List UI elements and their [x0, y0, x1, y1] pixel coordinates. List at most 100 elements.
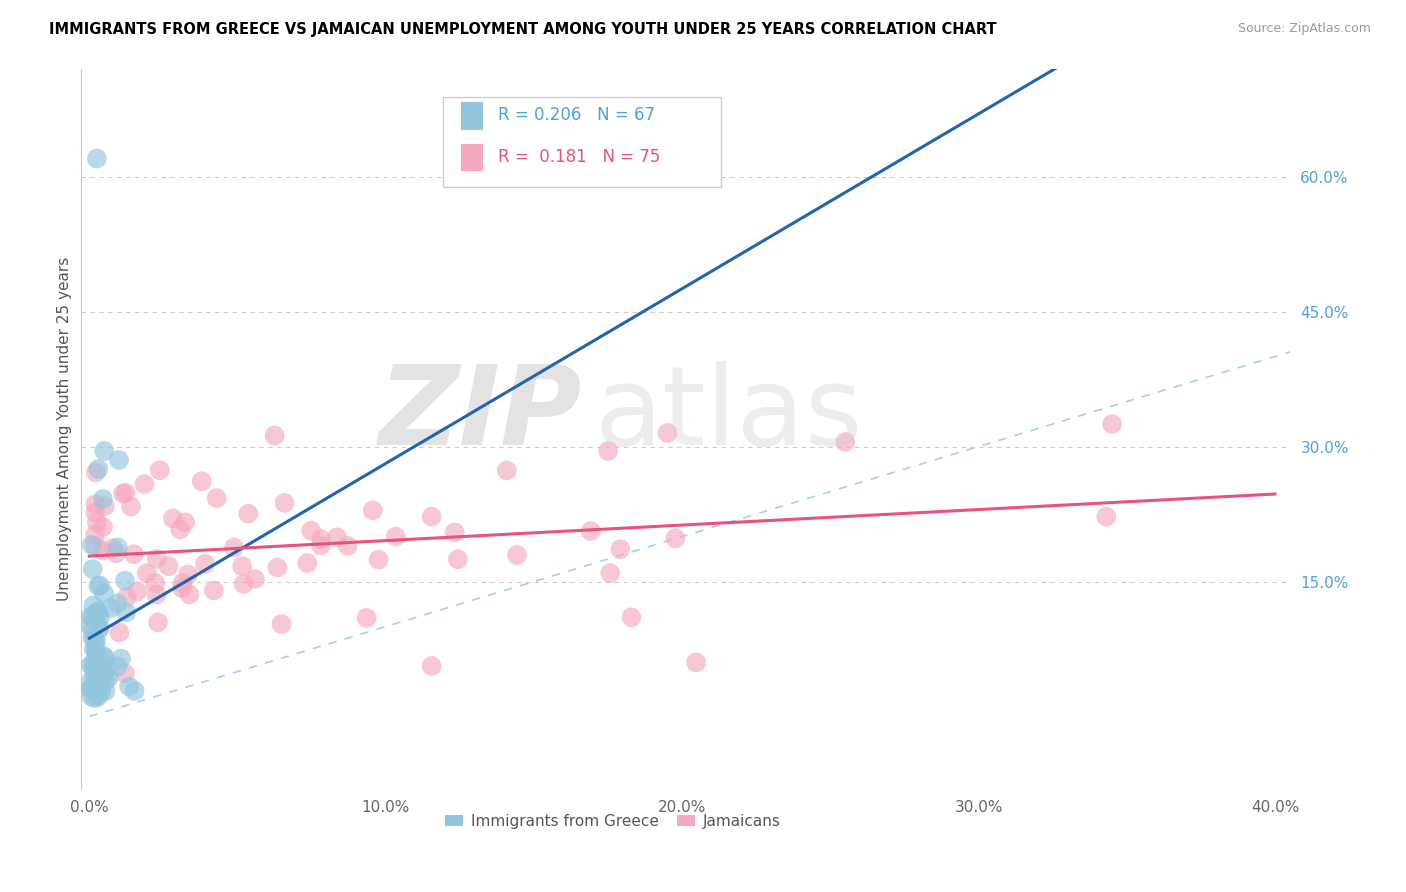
Point [94, 500, 117, 514]
Text: R = 0.206   N = 67: R = 0.206 N = 67 [498, 106, 655, 124]
Point [87, 462, 110, 476]
Point [80, 681, 103, 696]
Point [93, 444, 115, 458]
Point [384, 530, 406, 544]
Point [93, 650, 115, 665]
Point [420, 659, 443, 673]
Point [143, 576, 166, 591]
Point [80, 681, 103, 696]
Point [599, 566, 621, 581]
Point [420, 509, 443, 524]
Point [87, 690, 110, 704]
Point [83, 667, 105, 681]
Point [89, 578, 111, 592]
Point [495, 463, 517, 477]
Point [135, 566, 157, 581]
Point [107, 596, 129, 610]
Y-axis label: Unemployment Among Youth under 25 years: Unemployment Among Youth under 25 years [58, 256, 72, 600]
Point [100, 601, 122, 615]
Point [834, 435, 856, 450]
Point [145, 551, 167, 566]
Point [86, 606, 108, 620]
Point [270, 617, 292, 632]
Point [86, 615, 108, 629]
Point [361, 503, 384, 517]
Point [657, 425, 679, 440]
Point [115, 606, 138, 620]
Point [134, 477, 156, 491]
Point [127, 584, 149, 599]
Point [86, 606, 108, 620]
FancyBboxPatch shape [443, 97, 721, 187]
Point [84, 497, 107, 511]
Point [232, 577, 254, 591]
Point [179, 587, 201, 601]
Point [87, 605, 110, 619]
Point [94, 684, 117, 698]
Text: atlas: atlas [595, 360, 863, 467]
Point [82, 656, 104, 670]
Point [91, 669, 114, 683]
Point [273, 496, 295, 510]
Point [110, 651, 132, 665]
Legend: Immigrants from Greece, Jamaicans: Immigrants from Greece, Jamaicans [439, 807, 787, 835]
Point [309, 532, 332, 546]
Text: ZIP: ZIP [378, 360, 582, 467]
Point [124, 684, 146, 698]
Point [91, 662, 114, 676]
Point [447, 552, 470, 566]
Point [84, 677, 107, 691]
Point [222, 541, 245, 555]
Point [87, 622, 110, 636]
Point [118, 680, 141, 694]
Point [84, 505, 107, 519]
Point [86, 689, 108, 703]
Point [685, 656, 707, 670]
Point [443, 525, 465, 540]
Point [84, 527, 107, 541]
Point [94, 674, 117, 689]
Point [82, 599, 104, 613]
Point [91, 520, 114, 534]
Point [91, 543, 114, 558]
Point [105, 546, 128, 560]
Point [190, 475, 212, 489]
Point [356, 611, 378, 625]
Point [84, 633, 107, 648]
Point [91, 491, 114, 506]
Point [122, 547, 145, 561]
Point [87, 678, 110, 692]
Point [1095, 509, 1118, 524]
Point [86, 683, 108, 698]
Point [111, 486, 134, 500]
Point [84, 466, 107, 480]
Point [82, 663, 104, 677]
Point [93, 586, 115, 600]
Text: IMMIGRANTS FROM GREECE VS JAMAICAN UNEMPLOYMENT AMONG YOUTH UNDER 25 YEARS CORRE: IMMIGRANTS FROM GREECE VS JAMAICAN UNEMP… [49, 22, 997, 37]
Text: Source: ZipAtlas.com: Source: ZipAtlas.com [1237, 22, 1371, 36]
Point [82, 631, 104, 645]
Point [80, 618, 103, 632]
Point [326, 530, 349, 544]
Point [263, 428, 285, 442]
Point [238, 507, 260, 521]
Point [84, 539, 107, 553]
Point [96, 661, 118, 675]
Point [83, 681, 105, 696]
Point [86, 682, 108, 697]
Point [89, 621, 111, 635]
Point [83, 657, 105, 672]
Point [84, 645, 107, 659]
Point [82, 562, 104, 576]
Point [80, 538, 103, 552]
Point [367, 552, 389, 566]
Point [205, 491, 228, 505]
Point [108, 453, 131, 467]
Point [87, 579, 110, 593]
Point [664, 531, 686, 545]
Point [299, 524, 322, 538]
Point [506, 548, 529, 562]
Point [162, 511, 184, 525]
Point [266, 560, 288, 574]
Point [84, 672, 107, 686]
